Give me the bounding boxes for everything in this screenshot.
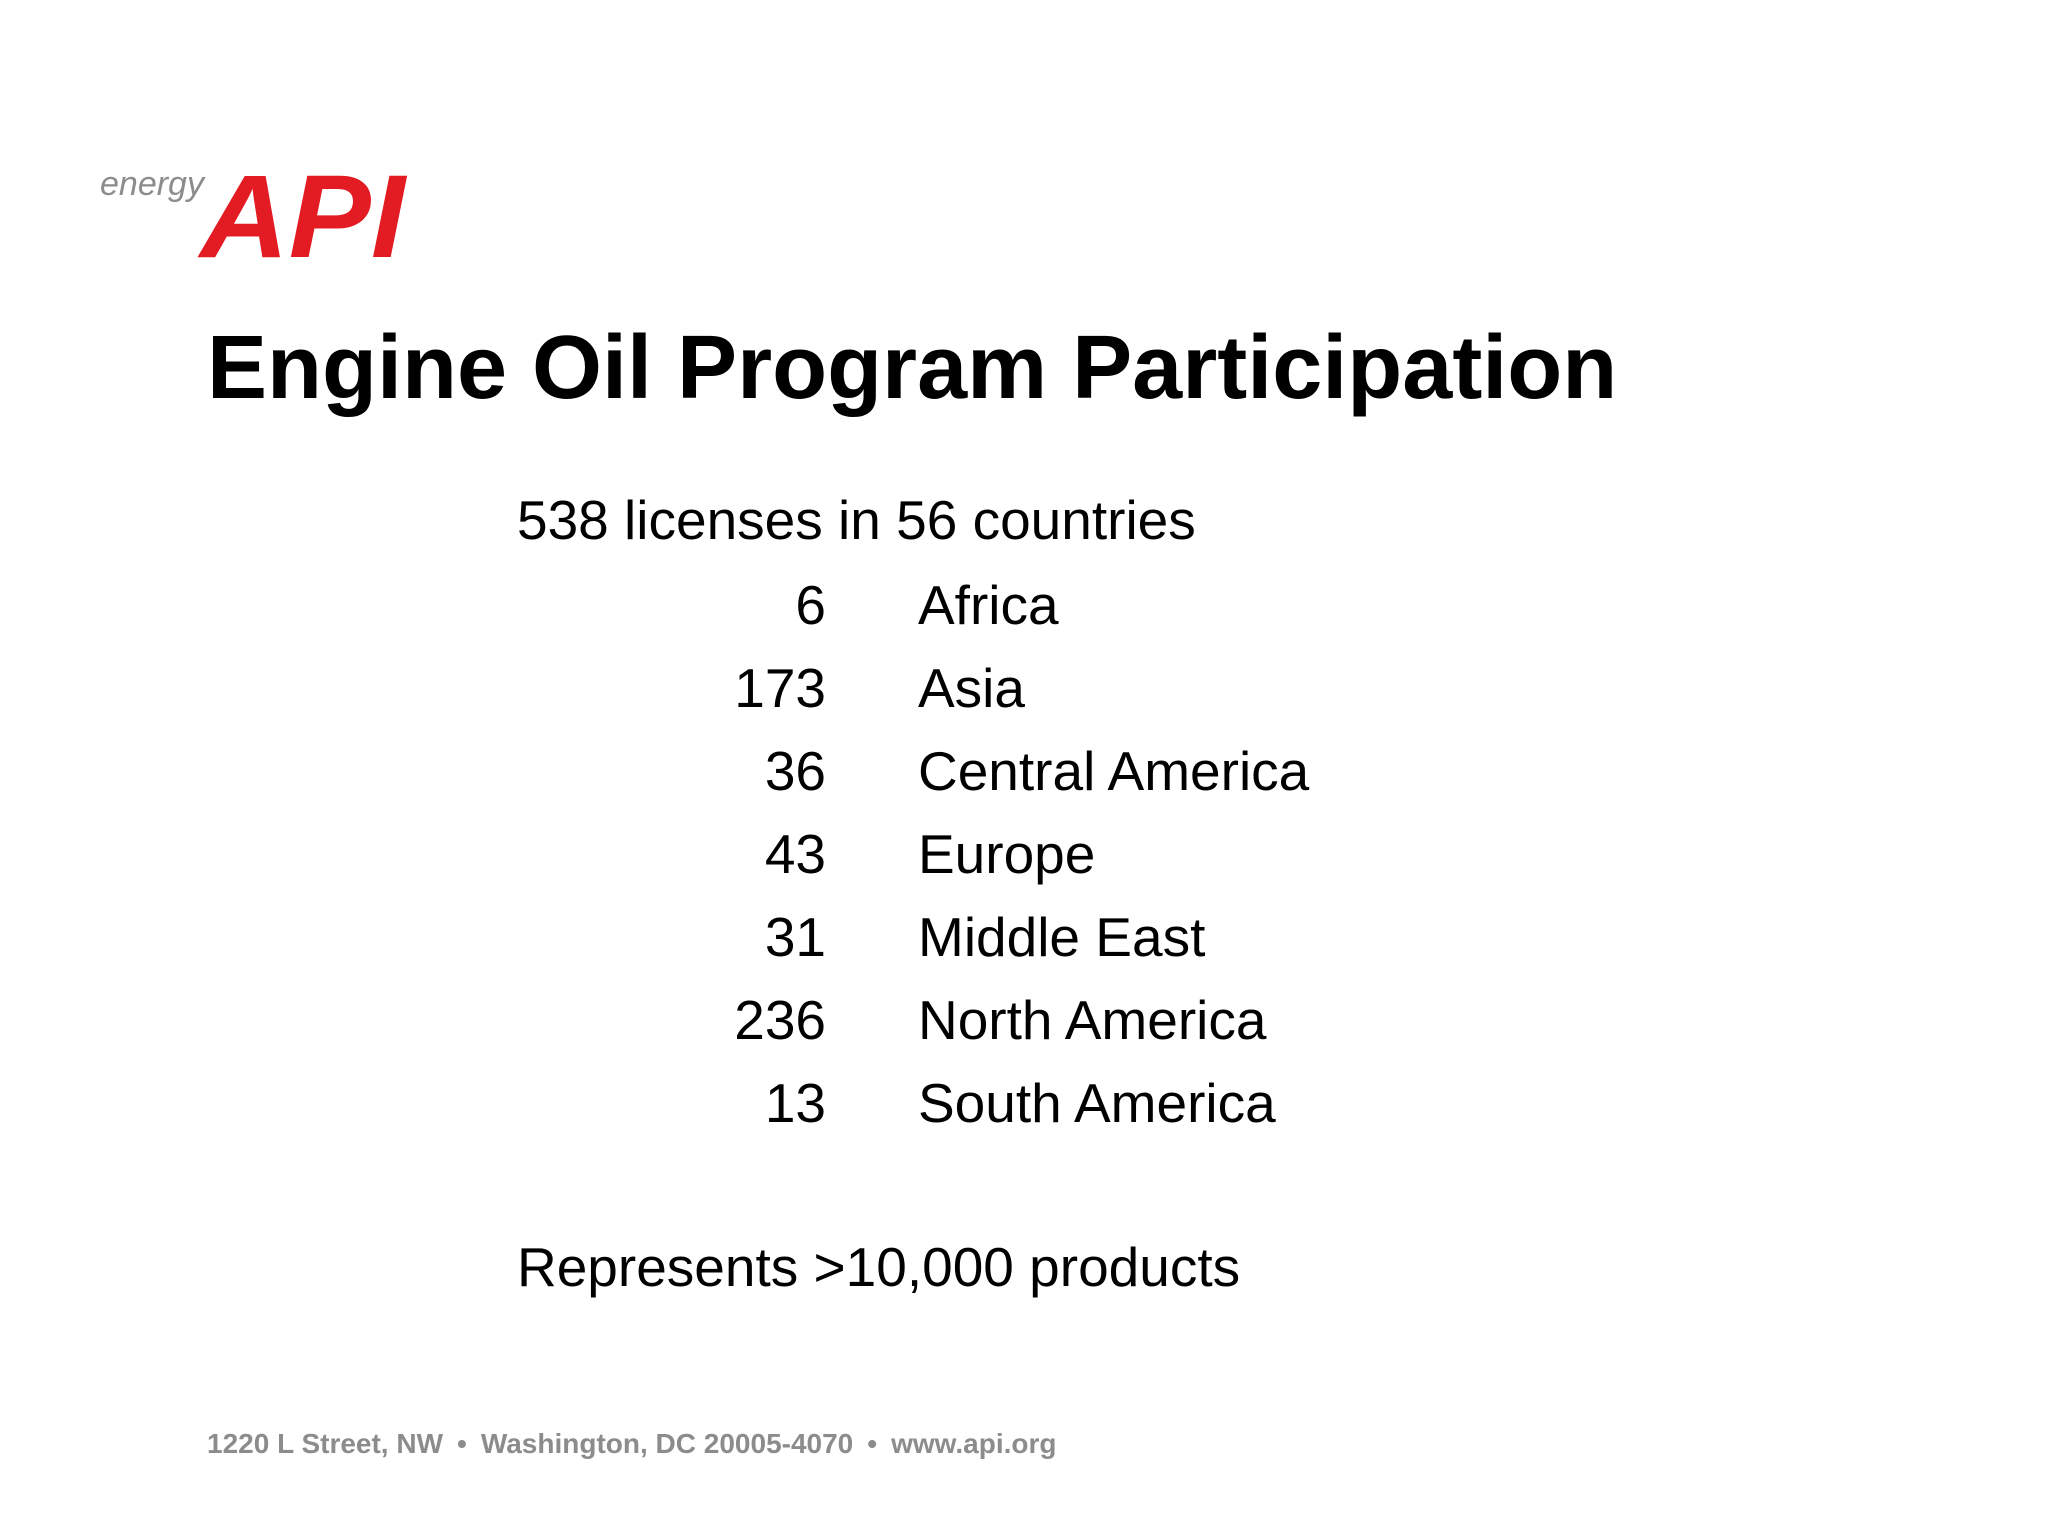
region-name: North America (918, 988, 1267, 1051)
api-logo: energy API (100, 150, 420, 265)
footer-city: Washington, DC 20005-4070 (480, 1428, 854, 1459)
region-count: 236 (734, 988, 826, 1051)
license-summary: 538 licenses in 56 countries (517, 489, 1196, 551)
region-row-central-america: 36 Central America (600, 729, 1500, 812)
region-name: Africa (918, 573, 1059, 636)
region-count: 6 (795, 573, 826, 636)
region-name: Central America (918, 739, 1310, 802)
region-row-asia: 173 Asia (600, 646, 1500, 729)
page-title: Engine Oil Program Participation (207, 318, 1618, 418)
region-row-europe: 43 Europe (600, 812, 1500, 895)
footer-website-link[interactable]: www.api.org (891, 1428, 1057, 1459)
footer-separator: • (457, 1428, 467, 1459)
footer-separator: • (867, 1428, 878, 1459)
region-count: 31 (764, 905, 826, 968)
region-count: 13 (764, 1071, 826, 1134)
footer-street: 1220 L Street, NW (207, 1428, 444, 1459)
region-count: 36 (764, 739, 826, 802)
region-row-south-america: 13 South America (600, 1061, 1500, 1144)
region-list: 6 Africa 173 Asia 36 Central America 43 … (600, 563, 1500, 1144)
region-row-middle-east: 31 Middle East (600, 895, 1500, 978)
api-logo-graphic: energy API (100, 151, 407, 265)
logo-energy-word: energy (100, 165, 206, 203)
region-count: 43 (764, 822, 826, 885)
region-count: 173 (734, 656, 826, 719)
region-name: Asia (918, 656, 1025, 719)
region-name: Middle East (918, 905, 1206, 968)
region-name: South America (918, 1071, 1276, 1134)
footer-address: 1220 L Street, NW • Washington, DC 20005-4… (207, 1428, 1057, 1460)
logo-api-word: API (197, 151, 407, 265)
region-row-africa: 6 Africa (600, 563, 1500, 646)
products-note: Represents >10,000 products (517, 1236, 1241, 1298)
region-row-north-america: 236 North America (600, 978, 1500, 1061)
region-name: Europe (918, 822, 1096, 885)
